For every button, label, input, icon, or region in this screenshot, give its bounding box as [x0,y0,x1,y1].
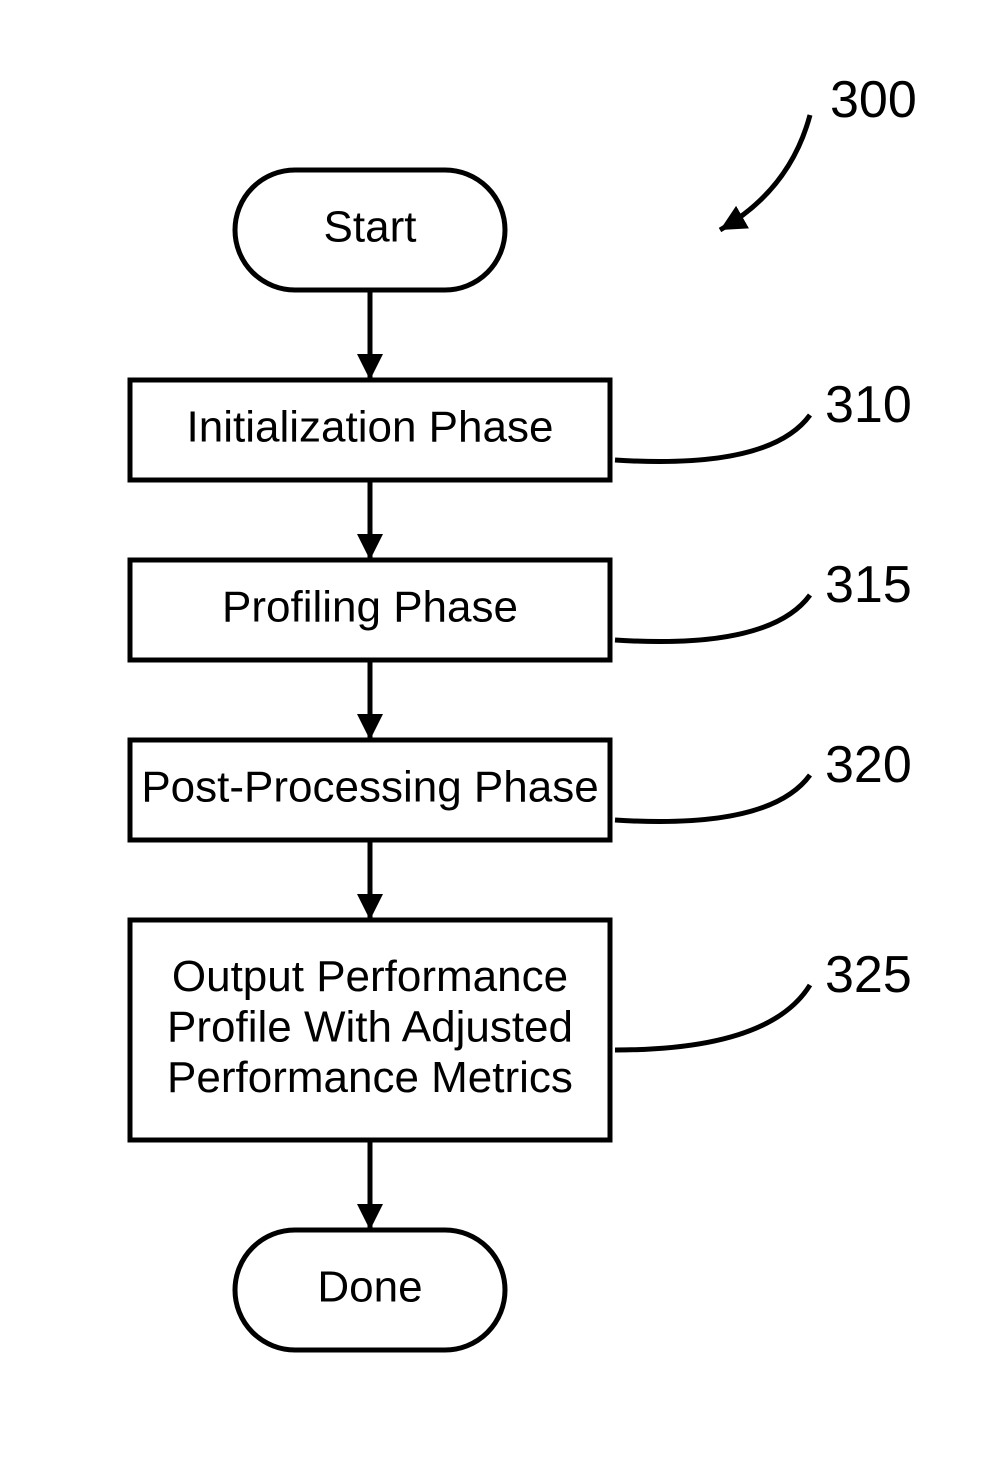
ref-label: 310 [615,376,912,462]
node-label: Profile With Adjusted [167,1003,573,1052]
node-n315: Profiling Phase [130,560,610,660]
node-label: Initialization Phase [187,403,554,452]
ref-number: 320 [825,736,912,794]
ref-number: 315 [825,556,912,614]
node-label: Done [317,1263,422,1312]
ref-number: 300 [830,71,917,129]
ref-number: 310 [825,376,912,434]
node-label: Performance Metrics [167,1053,573,1102]
node-label: Start [324,203,417,252]
node-label: Output Performance [172,952,568,1001]
node-label: Profiling Phase [222,583,518,632]
flowchart-diagram: Start Initialization Phase Profiling Phase… [0,0,984,1483]
node-n325: Output PerformanceProfile With AdjustedP… [130,920,610,1140]
node-n310: Initialization Phase [130,380,610,480]
ref-callout [615,985,810,1050]
node-done: Done [235,1230,505,1350]
ref-label: 325 [615,946,912,1050]
ref-callout [615,595,810,642]
ref-callout [615,415,810,462]
ref-callout [720,115,810,230]
ref-label: 315 [615,556,912,642]
ref-number: 325 [825,946,912,1004]
ref-label: 300 [720,71,917,230]
ref-callout [615,775,810,822]
ref-label: 320 [615,736,912,822]
node-n320: Post-Processing Phase [130,740,610,840]
node-label: Post-Processing Phase [141,763,598,812]
node-start: Start [235,170,505,290]
